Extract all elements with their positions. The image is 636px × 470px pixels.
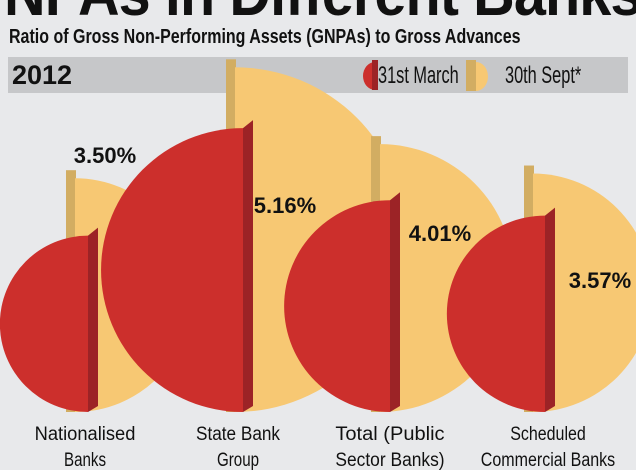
category-label: Sector Banks): [335, 450, 444, 470]
march-edge: [545, 207, 555, 412]
chart-title: NPAs in Different Banks: [4, 0, 636, 25]
legend-march-edge: [372, 60, 378, 90]
category-label: Banks: [64, 450, 106, 470]
category-label: Nationalised: [35, 424, 136, 445]
category-label: State Bank: [196, 424, 280, 445]
legend-sept-label: 30th Sept*: [505, 62, 582, 89]
march-edge: [243, 120, 253, 412]
sept-value-label: 3.57%: [569, 268, 631, 293]
sept-value-label: 4.01%: [409, 221, 471, 246]
march-semicircle: [0, 235, 88, 412]
chart-subtitle: Ratio of Gross Non-Performing Assets (GN…: [9, 26, 521, 48]
year-label: 2012: [12, 60, 73, 90]
march-semicircle: [101, 128, 243, 412]
category-label: Group: [217, 450, 259, 470]
sept-semicircle: [533, 173, 636, 412]
sept-value-label: 3.50%: [74, 143, 136, 168]
march-semicircle: [446, 215, 545, 412]
category-label: Commercial Banks: [481, 450, 615, 470]
legend-sept-edge: [466, 60, 476, 91]
year-band: [8, 57, 628, 93]
march-edge: [390, 192, 400, 412]
march-semicircle: [284, 200, 390, 412]
sept-value-label: 5.16%: [254, 193, 316, 218]
march-edge: [88, 227, 98, 412]
category-label: Scheduled: [510, 424, 586, 445]
category-label: Total (Public: [335, 424, 444, 445]
legend-march-label: 31st March: [378, 62, 459, 89]
legend-sept-icon: [476, 62, 488, 91]
